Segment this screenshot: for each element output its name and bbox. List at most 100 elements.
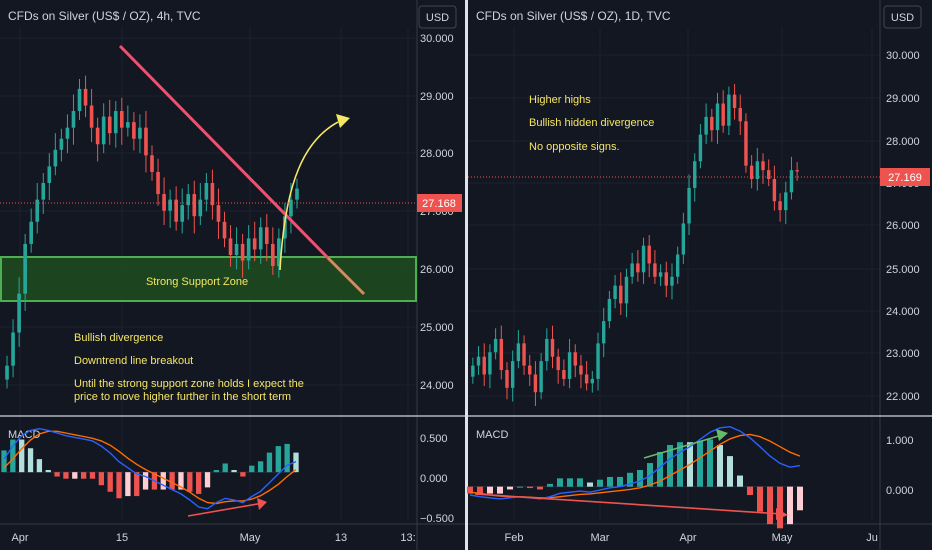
macd-histogram-bar [80,472,87,479]
candle-body [180,205,185,222]
left-currency-label: USD [426,12,449,24]
candle-body [516,343,521,362]
macd-histogram-bar [487,486,493,494]
macd-tick-label: 0.000 [886,485,914,497]
right-panel: Higher highs Bullish hidden divergence N… [467,0,932,550]
candle-body [71,111,76,128]
price-tick-label: 26.000 [420,264,454,276]
macd-histogram-bar [196,472,202,494]
price-tick-label: 24.000 [886,306,920,318]
macd-histogram-bar [63,472,69,479]
candle-body [653,263,657,277]
macd-histogram-bar [587,482,593,487]
macd-histogram-bar [767,486,773,525]
candle-body [704,116,708,135]
macd-histogram-bar [697,440,703,487]
candle-body [550,338,555,357]
candle-body [579,365,583,375]
price-tick-label: 30.000 [886,50,920,62]
macd-histogram-bar [275,446,281,473]
right-price-axis: 30.00029.00028.00027.00026.00025.00024.0… [886,50,920,403]
note-hidden-divergence: Bullish hidden divergence [529,117,654,129]
macd-histogram-bar [527,486,533,489]
panel-separator [465,0,468,550]
candle-body [35,199,40,222]
candle-body [562,370,566,379]
macd-histogram-bar [178,472,184,490]
price-tick-label: 22.000 [886,391,920,403]
candle-body [295,188,299,200]
candle-body [732,94,737,108]
candle-body [246,238,251,261]
left-candles [5,75,299,389]
macd-histogram-bar [257,461,264,473]
macd-histogram-bar [36,459,43,473]
candle-body [264,227,269,244]
right-last-price-text: 27.169 [888,172,922,184]
candle-body [767,170,771,180]
right-chart-title: CFDs on Silver (US$ / OZ), 1D, TVC [476,9,671,23]
macd-histogram-bar [677,442,683,487]
macd-histogram-bar [27,448,34,473]
right-divergence-line-green [643,434,723,459]
candle-body [510,361,515,388]
candle-body [761,161,765,171]
macd-histogram-bar [727,456,733,487]
left-currency-button[interactable] [418,5,457,29]
macd-histogram-bar [284,443,290,473]
price-tick-label: 29.000 [420,91,454,103]
candle-body [126,122,130,128]
macd-histogram-bar [617,476,623,487]
candle-body [573,352,577,366]
candle-body [670,276,674,286]
candle-body [749,165,754,180]
candle-body [715,103,720,131]
candle-body [240,243,245,261]
macd-histogram-bar [240,472,246,477]
candle-body [258,227,263,250]
time-tick-label: 15 [116,532,128,544]
candle-body [228,238,233,255]
left-divergence-arrow [187,502,264,517]
candle-body [138,127,142,139]
time-tick-label: Apr [679,532,696,544]
candle-body [505,370,509,388]
right-currency-button[interactable] [883,5,922,29]
candle-body [488,352,492,375]
price-tick-label: 26.000 [886,220,920,232]
macd-histogram-bar [757,486,763,512]
price-tick-label: 25.000 [886,264,920,276]
price-tick-label: 29.000 [886,93,920,105]
time-tick-label: 13: [400,532,415,544]
macd-histogram-bar [222,463,228,473]
macd-histogram-bar [45,470,51,473]
downtrend-line [118,44,330,260]
candle-body [624,276,629,304]
candle-body [216,205,221,222]
macd-tick-label: 0.500 [420,433,448,445]
candle-body [607,298,612,322]
macd-histogram-bar [717,445,723,487]
left-price-pane [0,0,417,415]
candle-body [234,243,239,255]
macd-histogram-bar [204,472,211,488]
candle-body [528,365,532,375]
left-macd-axis: 0.500 0.000 −0.500 [420,433,454,525]
left-price-axis: 30.00029.00028.00027.00026.00025.00024.0… [420,33,454,392]
right-divergence-red-head [776,508,788,520]
candle-body [499,338,503,371]
left-macd-label: MACD [8,429,40,441]
candle-body [222,221,227,239]
right-time-axis: Feb Mar Apr May Ju [505,532,878,544]
note-higher-highs: Higher highs [529,94,591,106]
candle-body [590,378,595,384]
candle-body [755,161,760,180]
candle-body [11,332,15,366]
right-macd-axis: 1.000 0.000 [886,435,914,497]
macd-tick-label: −0.500 [420,513,454,525]
right-last-price-badge [880,168,930,186]
candle-body [77,88,82,112]
candle-body [198,199,203,217]
candle-body [539,361,543,393]
candle-body [738,107,742,122]
